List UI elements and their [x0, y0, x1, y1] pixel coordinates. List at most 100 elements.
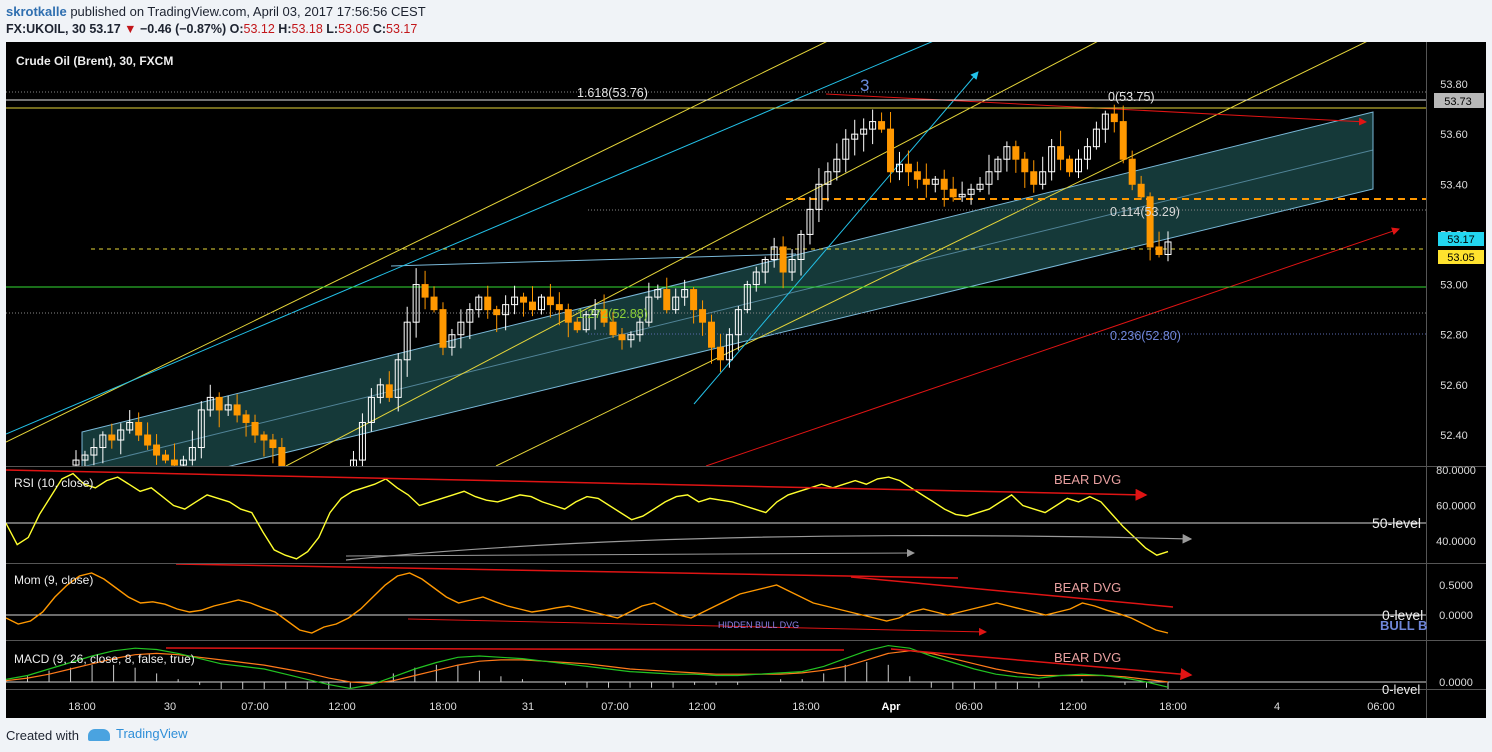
time-tick-label: 07:00	[241, 701, 269, 713]
candle-body	[922, 178, 930, 185]
rsi-pane	[6, 469, 1426, 561]
candle-body	[1039, 171, 1047, 185]
publish-line: skrotkalle published on TradingView.com,…	[6, 4, 426, 19]
price-tag: 53.05	[1447, 252, 1475, 264]
price-tag: 53.73	[1444, 96, 1472, 108]
candle-body	[99, 434, 107, 449]
candle-body	[528, 301, 536, 311]
candle-body	[1110, 113, 1118, 123]
time-tick-label: 18:00	[1159, 701, 1187, 713]
candle-body	[743, 284, 751, 311]
bear-dvg-label: BEAR DVG	[1054, 580, 1121, 595]
candle-body	[618, 334, 626, 341]
candle-body	[215, 396, 223, 411]
momentum-line	[6, 572, 1169, 634]
bear-divergence-line	[850, 576, 1174, 608]
time-tick-label: 30	[164, 701, 176, 713]
candle-body	[824, 171, 832, 185]
time-axis[interactable]: 18:00 30 07:00 12:00 18:00 31 07:00 12:00 18:00 A…	[68, 701, 1395, 713]
candle-body	[1021, 158, 1029, 173]
candle-body	[439, 309, 447, 348]
fib-label: 0.114(53.29)	[1110, 205, 1180, 219]
mom-axis[interactable]: 0.5000 0.0000	[1439, 580, 1473, 622]
rsi-trend-arrow	[345, 549, 915, 558]
symbol-name: FX:UKOIL, 30	[6, 22, 86, 36]
wave-label: 3	[860, 76, 869, 95]
candle-body	[1083, 146, 1091, 160]
candle-body	[842, 138, 850, 160]
candle-body	[448, 334, 456, 348]
candle-body	[144, 434, 152, 446]
open-label: O:	[229, 22, 244, 36]
candle-body	[188, 447, 196, 461]
candle-body	[269, 439, 277, 449]
publish-header: skrotkalle published on TradingView.com,…	[0, 0, 1492, 42]
candle-body	[1012, 146, 1020, 160]
candle-body	[153, 444, 161, 456]
candle-body	[376, 384, 384, 398]
chart-area[interactable]: Crude Oil (Brent), 30, FXCM 3 1.618(53.7…	[6, 42, 1486, 718]
candle-body	[913, 171, 921, 180]
price-tick-label: 52.60	[1440, 380, 1468, 392]
candle-body	[1057, 146, 1065, 160]
time-tick-label: 12:00	[328, 701, 356, 713]
rsi-level-label: 50-level	[1372, 515, 1421, 531]
high-label: H:	[278, 22, 292, 36]
price-tick-label: 53.80	[1440, 79, 1468, 91]
regression-channel[interactable]	[81, 111, 1374, 502]
candle-body	[591, 309, 599, 316]
price-change: −0.46 (−0.87%)	[139, 22, 227, 36]
candle-body	[1101, 113, 1109, 130]
candle-body	[394, 359, 402, 398]
symbol-quote: FX:UKOIL, 30 53.17 ▼ −0.46 (−0.87%) O:53…	[6, 22, 417, 36]
candle-body	[1155, 246, 1163, 255]
candle-body	[851, 133, 859, 140]
candle-body	[985, 171, 993, 185]
candle-body	[1164, 241, 1172, 255]
macd-title: MACD (9, 26, close, 8, false, true)	[14, 652, 195, 666]
candle-body	[949, 188, 957, 198]
candle-body	[555, 304, 563, 311]
hidden-bull-dvg-label: HIDDEN BULL DVG	[718, 620, 799, 630]
high-value: 53.18	[291, 22, 323, 36]
candle-body	[600, 309, 608, 323]
time-tick-label: 18:00	[429, 701, 457, 713]
candle-body	[1137, 183, 1145, 198]
candle-body	[654, 289, 662, 298]
candle-body	[1092, 128, 1100, 148]
candle-body	[233, 404, 241, 416]
candle-body	[931, 178, 939, 185]
rsi-line	[6, 472, 1169, 560]
author-link[interactable]: skrotkalle	[6, 4, 67, 19]
chart-svg[interactable]: Crude Oil (Brent), 30, FXCM 3 1.618(53.7…	[6, 42, 1486, 718]
time-tick-label: 06:00	[1367, 701, 1395, 713]
tradingview-link[interactable]: TradingView	[88, 726, 188, 741]
candle-body	[90, 447, 98, 456]
candle-body	[573, 321, 581, 331]
mom-tick-label: 0.0000	[1439, 610, 1473, 622]
candle-body	[421, 284, 429, 298]
candle-body	[1003, 146, 1011, 160]
candle-body	[887, 128, 895, 173]
candle-body	[645, 296, 653, 323]
time-tick-label: 4	[1274, 701, 1280, 713]
candle-body	[582, 314, 590, 331]
candle-body	[385, 384, 393, 398]
candle-body	[904, 163, 912, 173]
candle-body	[297, 498, 303, 506]
fib-label: 0.236(52.80)	[1110, 329, 1181, 343]
candle-body	[197, 409, 205, 449]
candle-body	[815, 183, 823, 210]
rsi-axis[interactable]: 80.0000 60.0000 40.0000	[1436, 465, 1476, 548]
candle-body	[511, 296, 519, 306]
rsi-tick-label: 60.0000	[1436, 501, 1476, 513]
close-label: C:	[372, 22, 387, 36]
macd-axis[interactable]: 0.0000	[1439, 677, 1473, 689]
candlestick-series	[72, 104, 1172, 506]
candle-body	[117, 429, 125, 441]
candle-body	[162, 454, 170, 461]
rsi-trend-arrow	[345, 533, 1193, 561]
candle-body	[716, 346, 724, 361]
price-tag: 53.17	[1447, 234, 1475, 246]
candle-body	[126, 421, 134, 431]
